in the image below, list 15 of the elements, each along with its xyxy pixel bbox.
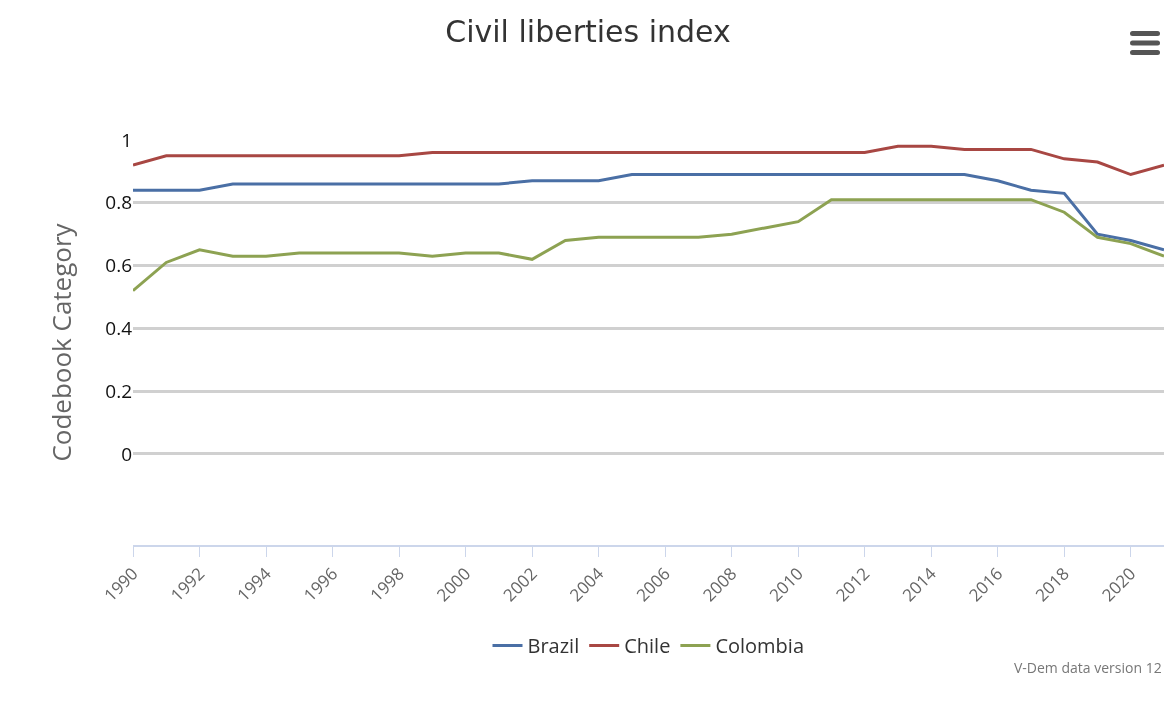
y-tick-label: 0.6 (105, 252, 132, 279)
text: V-Dem data version 12 (1014, 658, 1162, 677)
line-series (133, 144, 1164, 177)
y-axis-title: Codebook Category (43, 222, 79, 462)
chart-title: Civil liberties index (445, 14, 731, 50)
line-series (133, 198, 1164, 293)
legend-label: Colombia (715, 632, 805, 660)
y-tick-label: 0.4 (105, 315, 133, 342)
line-series (133, 173, 1164, 252)
y-tick-label: 0.2 (105, 377, 132, 404)
y-tick-label: 0 (121, 440, 132, 467)
y-tick-label: 0.8 (105, 189, 132, 216)
legend-label: Chile (624, 632, 671, 660)
y-tick-label: 1 (121, 126, 132, 153)
legend-label: Brazil (527, 632, 580, 660)
